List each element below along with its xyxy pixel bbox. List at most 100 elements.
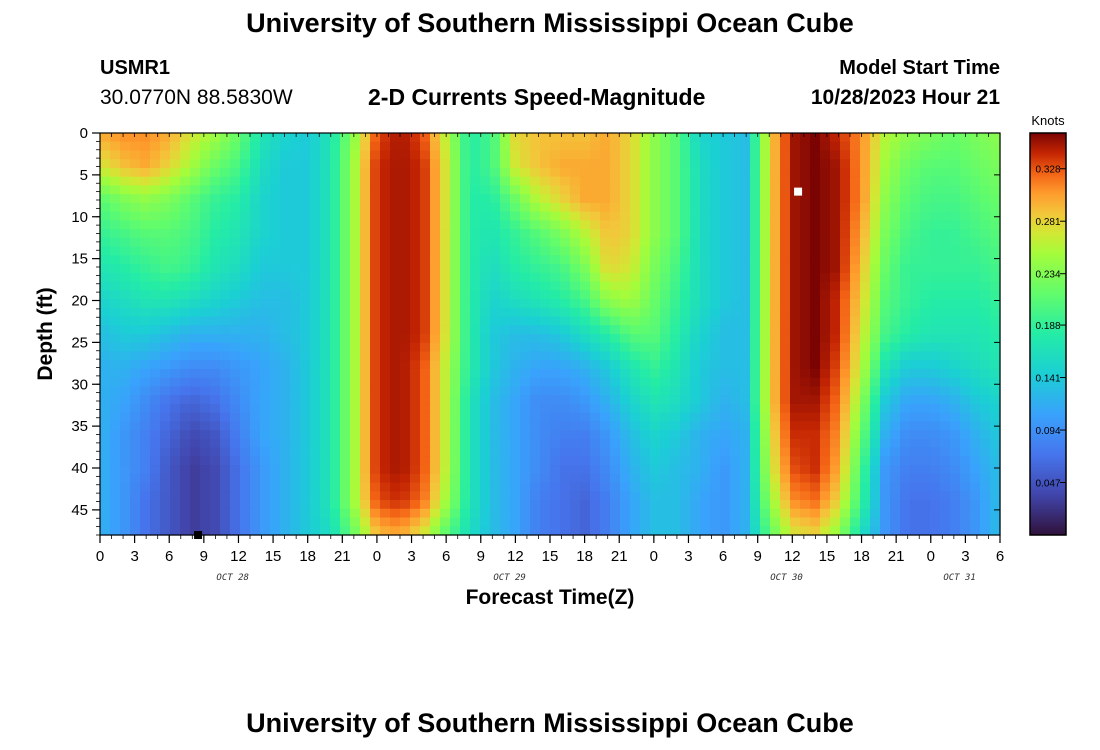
heat-cell — [490, 473, 501, 484]
heat-cell — [300, 351, 311, 361]
heat-cell — [240, 351, 251, 361]
heat-cell — [760, 307, 771, 318]
heat-cell — [920, 508, 931, 519]
heat-cell — [980, 386, 991, 396]
heat-cell — [260, 395, 271, 405]
heat-cell — [410, 299, 421, 309]
heat-cell — [870, 508, 881, 519]
heat-cell — [290, 403, 301, 414]
heat-cell — [410, 360, 421, 370]
heat-cell — [200, 220, 211, 230]
heat-cell — [670, 194, 681, 204]
heat-cell — [850, 526, 861, 536]
heat-cell — [250, 185, 261, 195]
heat-cell — [340, 482, 351, 492]
heat-cell — [130, 334, 141, 344]
heat-cell — [810, 246, 821, 256]
heat-cell — [760, 237, 771, 248]
heat-cell — [700, 272, 711, 283]
heat-cell — [590, 395, 601, 405]
heat-cell — [400, 167, 411, 178]
heat-cell — [370, 325, 381, 335]
heat-cell — [700, 281, 711, 291]
heat-cell — [360, 456, 371, 466]
heat-cell — [750, 185, 761, 195]
heat-cell — [100, 290, 111, 300]
heat-cell — [960, 526, 971, 536]
heat-cell — [730, 508, 741, 519]
heat-cell — [210, 403, 221, 414]
heat-cell — [990, 272, 1001, 283]
heat-cell — [150, 185, 161, 195]
colorbar-tick-label: 0.328 — [1035, 165, 1060, 176]
heat-cell — [980, 325, 991, 335]
heat-cell — [560, 430, 571, 440]
heat-cell — [300, 185, 311, 195]
heat-cell — [520, 403, 531, 414]
heat-cell — [400, 185, 411, 195]
heat-cell — [310, 325, 321, 335]
heat-cell — [660, 430, 671, 440]
heat-cell — [230, 237, 241, 248]
heat-cell — [900, 299, 911, 309]
heat-cell — [450, 508, 461, 519]
heat-cell — [590, 185, 601, 195]
heat-cell — [970, 351, 981, 361]
heat-cell — [730, 403, 741, 414]
heat-cell — [420, 517, 431, 527]
heat-cell — [820, 194, 831, 204]
heat-cell — [830, 517, 841, 527]
heat-cell — [600, 159, 611, 169]
heat-cell — [200, 403, 211, 414]
heat-cell — [510, 264, 521, 274]
heat-cell — [780, 342, 791, 353]
heat-cell — [990, 508, 1001, 519]
heat-cell — [660, 360, 671, 370]
heat-cell — [330, 185, 341, 195]
heat-cell — [930, 473, 941, 484]
heat-cell — [870, 500, 881, 510]
heat-cell — [260, 491, 271, 501]
heat-cell — [840, 403, 851, 414]
heat-cell — [870, 264, 881, 274]
heat-cell — [560, 211, 571, 221]
heat-cell — [930, 194, 941, 204]
heat-cell — [190, 159, 201, 169]
heat-cell — [260, 246, 271, 256]
heat-cell — [170, 368, 181, 379]
heat-cell — [540, 491, 551, 501]
heat-cell — [140, 150, 151, 160]
heat-cell — [520, 133, 531, 143]
heat-cell — [830, 325, 841, 335]
heat-cell — [200, 421, 211, 431]
heat-cell — [450, 482, 461, 492]
heat-cell — [740, 403, 751, 414]
heat-cell — [370, 438, 381, 449]
heat-cell — [530, 133, 541, 143]
heat-cell — [800, 465, 811, 475]
heat-cell — [980, 229, 991, 239]
heat-cell — [450, 351, 461, 361]
heat-cell — [470, 133, 481, 143]
heat-cell — [350, 167, 361, 178]
heat-cell — [430, 281, 441, 291]
heat-cell — [610, 482, 621, 492]
heat-cell — [680, 447, 691, 457]
heat-cell — [870, 229, 881, 239]
heat-cell — [730, 342, 741, 353]
heat-cell — [890, 456, 901, 466]
heat-cell — [950, 307, 961, 318]
heat-cell — [880, 342, 891, 353]
heat-cell — [710, 176, 721, 187]
heat-cell — [110, 395, 121, 405]
heat-cell — [960, 255, 971, 265]
heat-cell — [660, 526, 671, 536]
heat-cell — [770, 316, 781, 326]
heat-cell — [860, 403, 871, 414]
heat-cell — [640, 360, 651, 370]
heat-cell — [960, 438, 971, 449]
heat-cell — [170, 430, 181, 440]
heat-cell — [950, 290, 961, 300]
heat-cell — [280, 194, 291, 204]
heat-cell — [920, 456, 931, 466]
